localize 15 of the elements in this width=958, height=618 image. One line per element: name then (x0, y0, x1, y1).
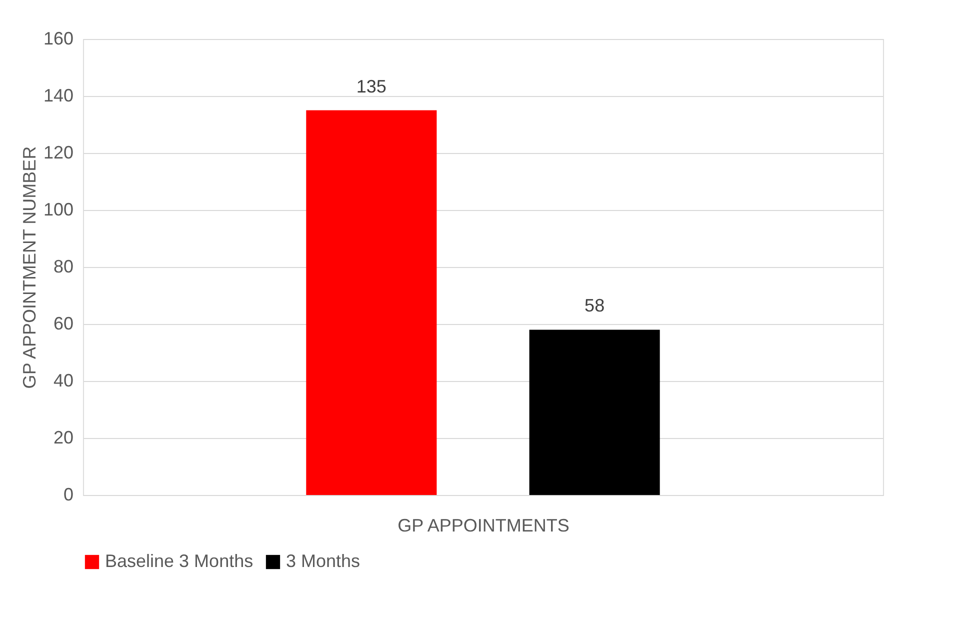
legend-label: 3 Months (286, 551, 360, 571)
y-tick-label: 160 (43, 28, 74, 48)
y-tick-label: 80 (53, 256, 74, 276)
y-tick-label: 40 (53, 370, 74, 390)
data-label: 58 (584, 296, 605, 316)
y-axis-title: GP APPOINTMENT NUMBER (19, 146, 40, 389)
y-tick-label: 20 (53, 428, 74, 448)
legend-label: Baseline 3 Months (105, 551, 254, 571)
data-label: 135 (356, 76, 386, 96)
y-tick-label: 120 (43, 142, 74, 162)
y-tick-label: 140 (43, 86, 74, 106)
y-tick-label: 100 (43, 200, 74, 220)
y-tick-label: 60 (53, 314, 74, 334)
x-axis-title: GP APPOINTMENTS (398, 516, 570, 536)
y-tick-label: 0 (63, 484, 74, 504)
